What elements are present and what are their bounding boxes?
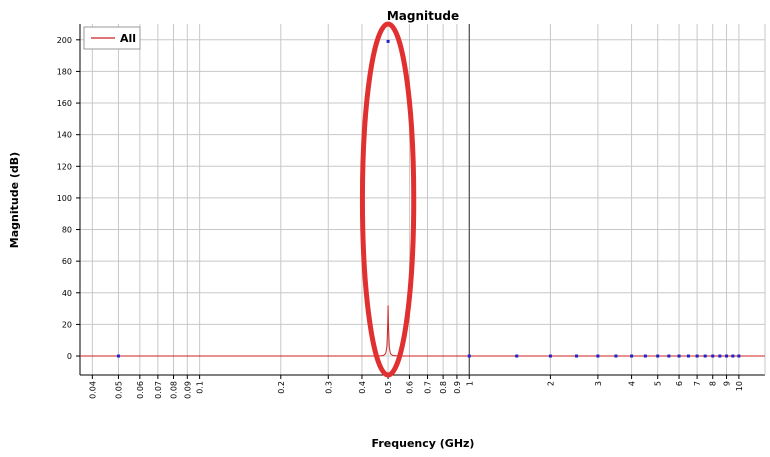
data-point-marker [614,354,618,358]
x-tick-label: 0.07 [154,381,163,399]
x-tick-label: 0.2 [277,381,286,394]
data-point-marker [548,354,552,358]
x-tick-label: 8 [709,381,718,386]
data-point-marker [711,354,715,358]
x-tick-label: 4 [628,381,637,386]
x-tick-label: 0.3 [324,381,333,394]
chart-title: Magnitude [387,9,459,23]
x-tick-label: 2 [546,381,555,386]
x-tick-label: 0.08 [170,381,179,399]
data-point-marker [667,354,671,358]
markers-layer [116,39,741,358]
data-point-marker [695,354,699,358]
y-tick-label: 120 [57,162,72,171]
x-axis-label: Frequency (GHz) [372,437,475,450]
series-line-all [80,305,765,357]
data-point-marker [718,354,722,358]
y-tick-label: 80 [62,226,72,235]
highlight-layer [359,21,417,378]
x-tick-label: 0.7 [423,381,432,394]
y-tick-label: 180 [57,67,72,76]
x-tick-label: 0.4 [358,381,367,394]
x-tick-label: 1 [465,381,474,386]
data-point-marker [703,354,707,358]
x-tick-label: 0.04 [88,381,97,399]
data-point-marker [386,39,390,43]
y-tick-label: 40 [62,289,72,298]
y-tick-label: 20 [62,320,72,329]
y-tick-label: 60 [62,257,72,266]
x-tick-label: 5 [654,381,663,386]
y-axis-label: Magnitude (dB) [8,152,21,248]
x-tick-label: 0.06 [136,381,145,399]
x-tick-label: 10 [735,381,744,391]
x-tick-label: 0.1 [196,381,205,394]
data-point-marker [467,354,471,358]
x-tick-label: 9 [723,381,732,386]
highlight-ellipse [359,21,417,378]
data-point-marker [575,354,579,358]
y-tick-label: 160 [57,99,72,108]
plot-area [80,24,765,375]
legend: All [83,26,141,50]
y-tick-label: 200 [57,36,72,45]
y-tick-label: 0 [67,352,72,361]
x-tick-label: 0.8 [439,381,448,394]
x-tick-label: 0.9 [453,381,462,394]
data-point-marker [656,354,660,358]
data-point-marker [643,354,647,358]
y-ticks: 0 20 40 60 80 100 120 140 160 180 200 [57,36,80,361]
data-point-marker [630,354,634,358]
data-point-marker [515,354,519,358]
data-point-marker [116,354,120,358]
data-point-marker [677,354,681,358]
x-tick-label: 0.5 [384,381,393,394]
x-tick-label: 0.6 [405,381,414,394]
x-tick-label: 6 [675,381,684,386]
x-ticks: 0.04 0.05 0.06 0.07 0.08 0.09 0.1 0.2 0.3 0.4 0.5 0… [88,375,744,399]
series-layer [80,305,765,357]
data-point-marker [686,354,690,358]
x-tick-label: 3 [594,381,603,386]
legend-entry-all: All [120,32,136,45]
x-tick-label: 0.05 [114,381,123,399]
data-point-marker [725,354,729,358]
data-point-marker [731,354,735,358]
axes [79,24,766,376]
x-tick-label: 0.09 [183,381,192,399]
x-tick-label: 7 [693,381,702,386]
data-point-marker [737,354,741,358]
y-tick-label: 100 [57,194,72,203]
y-tick-label: 140 [57,131,72,140]
data-point-marker [596,354,600,358]
